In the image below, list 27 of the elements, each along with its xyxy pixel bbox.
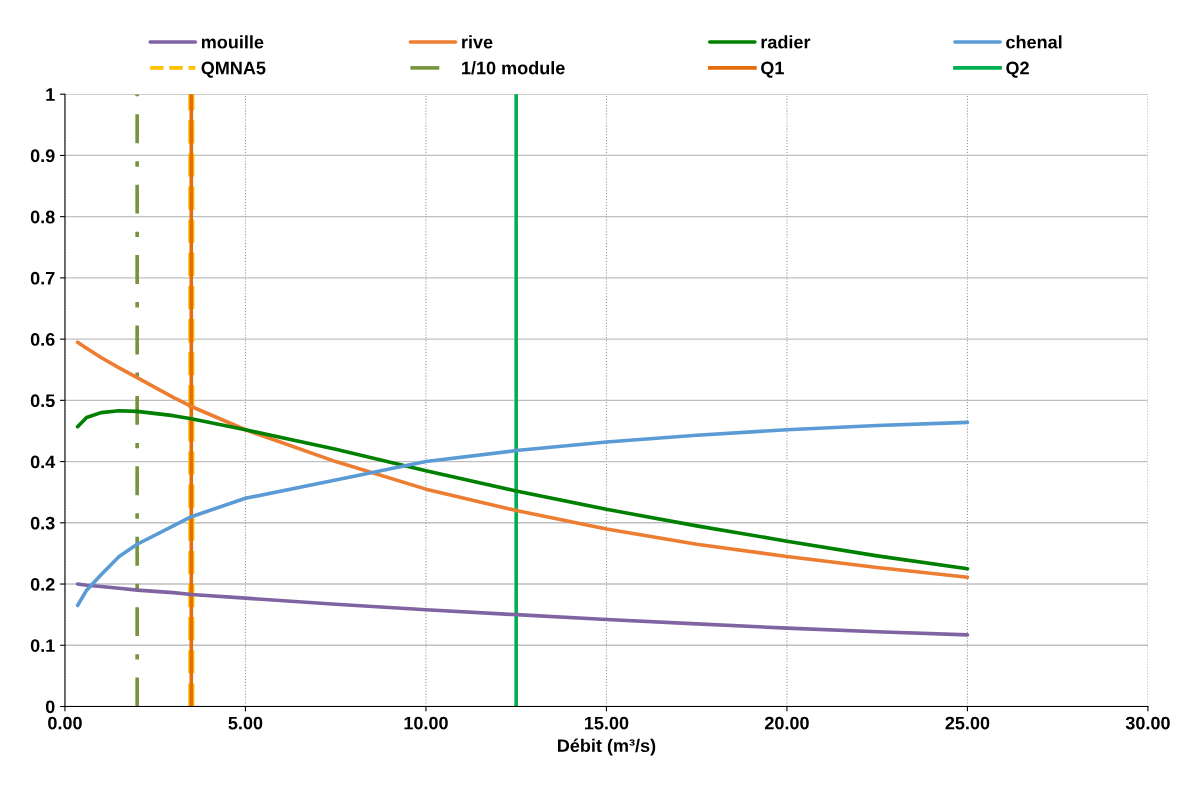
y-tick-label: 0.9 (30, 149, 55, 163)
legend-label: rive (462, 35, 493, 49)
legend-label: mouille (201, 35, 264, 49)
legend-label: radier (761, 35, 811, 49)
y-tick-label: 0.1 (30, 639, 55, 652)
y-tick-label: 0.7 (30, 271, 55, 285)
legend-label: chenal (1006, 35, 1062, 49)
x-tick-label: 0.00 (48, 716, 82, 730)
x-tick-label: 25.00 (945, 716, 990, 730)
y-tick-label: 0.2 (30, 577, 55, 591)
x-tick-label: 30.00 (1125, 716, 1170, 730)
legend-label: 1/10 module (462, 61, 565, 75)
x-tick-label: 5.00 (228, 716, 263, 730)
legend-label: Q1 (761, 61, 784, 78)
y-tick-label: 0.3 (30, 516, 55, 530)
y-tick-label: 0.8 (30, 210, 55, 224)
x-tick-label: 20.00 (764, 716, 809, 730)
y-tick-label: 0 (45, 700, 55, 714)
x-axis-title: Débit (m³/s) (558, 738, 656, 756)
y-tick-label: 0.6 (30, 333, 55, 346)
y-tick-label: 1 (46, 88, 55, 101)
y-tick-label: 0.5 (30, 394, 55, 408)
x-tick-label: 15.00 (584, 716, 629, 730)
legend-label: QMNA5 (201, 61, 266, 78)
y-tick-label: 0.4 (30, 455, 56, 469)
x-tick-label: 10.00 (404, 716, 448, 730)
legend-label: Q2 (1006, 61, 1029, 78)
